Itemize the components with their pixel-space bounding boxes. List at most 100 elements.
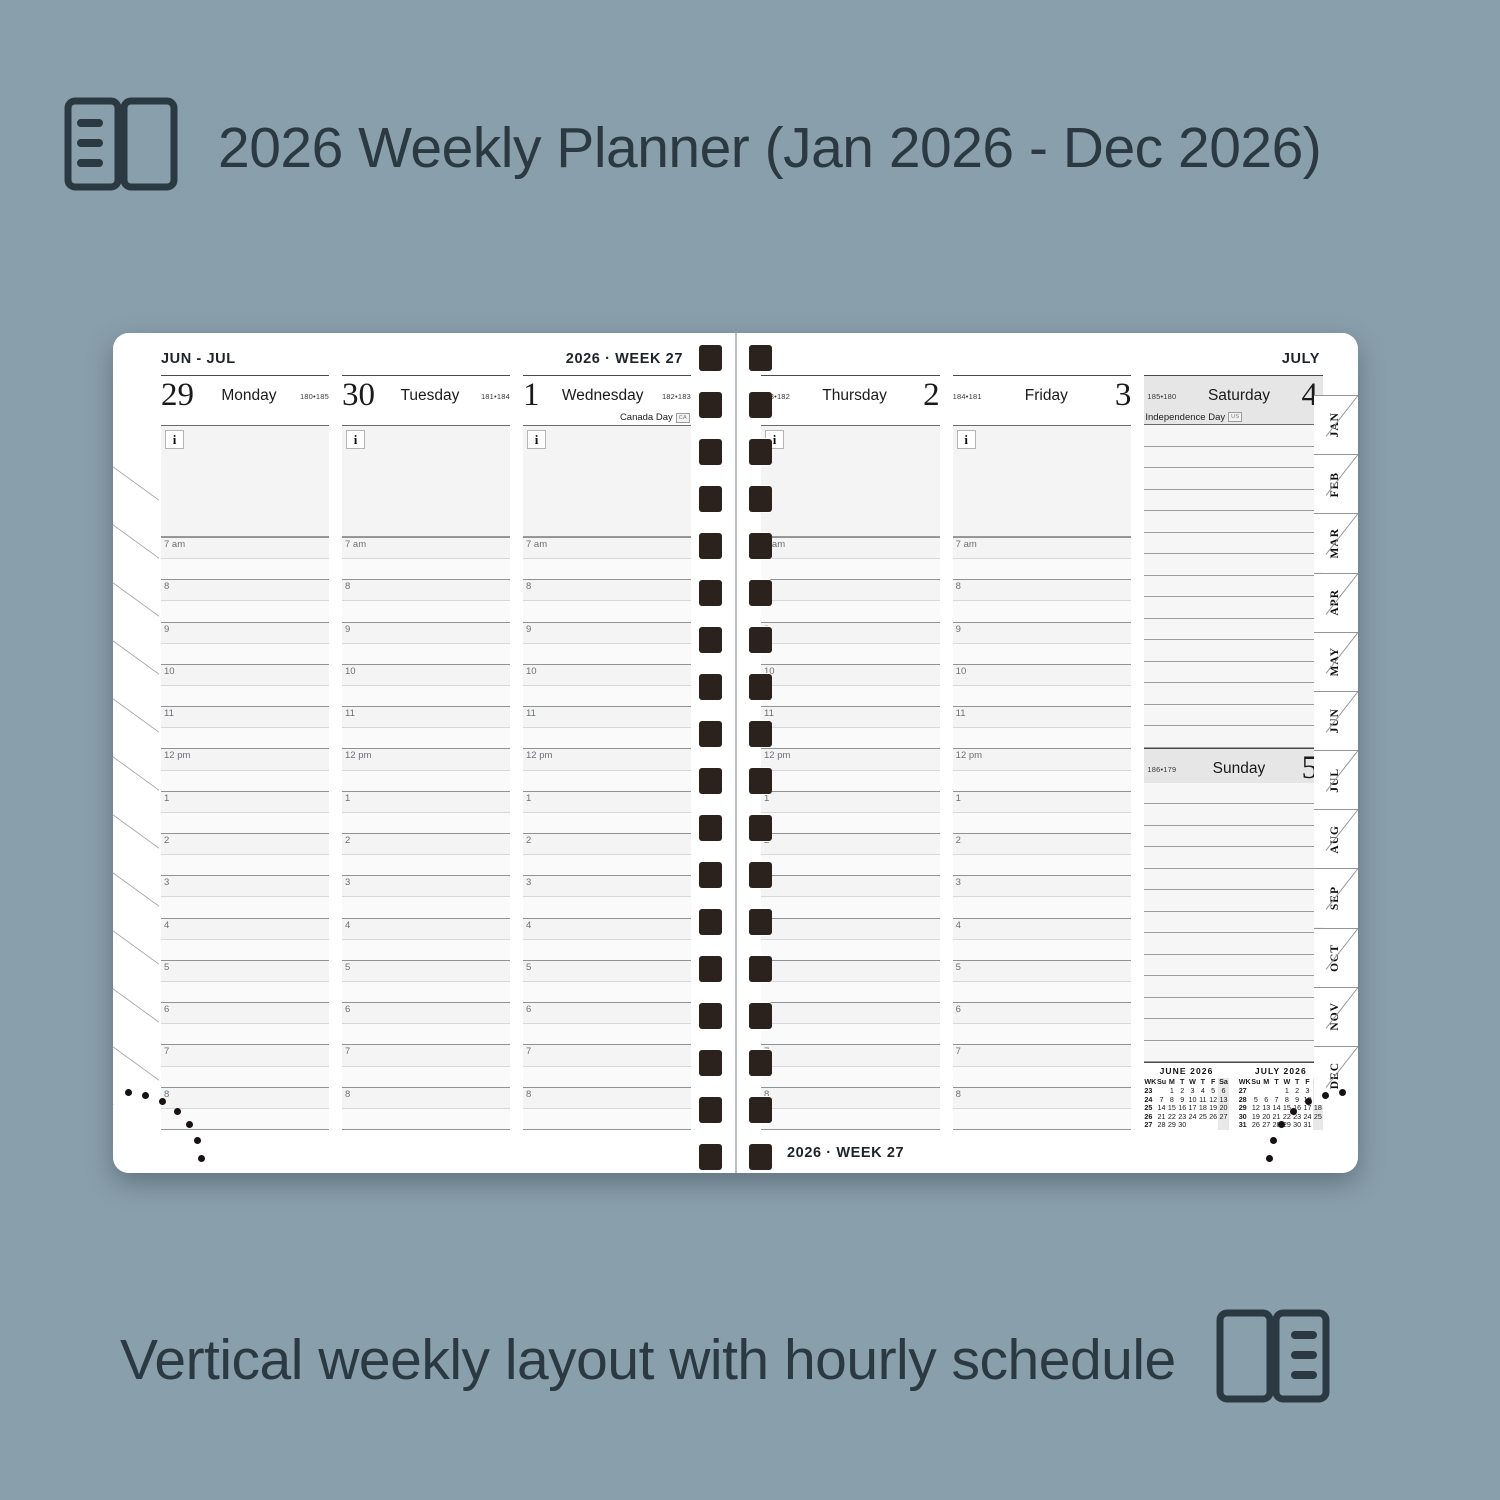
hour-row[interactable]: 4 xyxy=(761,917,940,939)
half-hour-row[interactable] xyxy=(952,558,1132,580)
hour-row[interactable]: 7 am xyxy=(342,537,510,559)
half-hour-row[interactable] xyxy=(161,1023,329,1045)
hour-row[interactable]: 3 xyxy=(342,875,510,897)
half-hour-row[interactable] xyxy=(952,1065,1132,1087)
all-day-notes-area[interactable]: i xyxy=(761,425,940,537)
hour-row[interactable]: 11 xyxy=(761,706,940,728)
hour-row[interactable]: 8 xyxy=(761,1086,940,1108)
half-hour-row[interactable] xyxy=(523,1065,691,1087)
half-hour-row[interactable] xyxy=(523,1023,691,1045)
note-line[interactable] xyxy=(1144,597,1324,619)
note-line[interactable] xyxy=(1144,933,1324,955)
hour-row[interactable]: 5 xyxy=(952,959,1132,981)
hour-row[interactable]: 5 xyxy=(161,959,329,981)
hour-row[interactable]: 4 xyxy=(342,917,510,939)
note-line[interactable] xyxy=(1144,704,1324,727)
half-hour-row[interactable] xyxy=(523,684,691,707)
half-hour-row[interactable] xyxy=(761,980,940,1003)
hour-row[interactable]: 10 xyxy=(161,663,329,685)
half-hour-row[interactable] xyxy=(761,1065,940,1087)
half-hour-row[interactable] xyxy=(523,1107,691,1129)
half-hour-row[interactable] xyxy=(161,980,329,1003)
hour-row[interactable]: 2 xyxy=(952,832,1132,855)
note-line[interactable] xyxy=(1144,997,1324,1020)
half-hour-row[interactable] xyxy=(342,854,510,876)
half-hour-row[interactable] xyxy=(952,938,1132,960)
hour-row[interactable]: 11 xyxy=(161,706,329,728)
half-hour-row[interactable] xyxy=(342,600,510,622)
hour-row[interactable]: 9 xyxy=(523,621,691,643)
hour-row[interactable]: 12 pm xyxy=(952,748,1132,770)
half-hour-row[interactable] xyxy=(523,980,691,1003)
note-line[interactable] xyxy=(1144,554,1324,576)
half-hour-row[interactable] xyxy=(952,811,1132,833)
hour-row[interactable]: 8 xyxy=(161,579,329,601)
hour-row[interactable]: 9 xyxy=(161,621,329,643)
half-hour-row[interactable] xyxy=(523,600,691,622)
half-hour-row[interactable] xyxy=(761,769,940,791)
half-hour-row[interactable] xyxy=(761,1023,940,1045)
hour-row[interactable]: 7 xyxy=(952,1044,1132,1066)
note-line[interactable] xyxy=(1144,425,1324,447)
hour-row[interactable]: 7 xyxy=(161,1044,329,1066)
half-hour-row[interactable] xyxy=(161,811,329,833)
hour-row[interactable]: 5 xyxy=(523,959,691,981)
note-line[interactable] xyxy=(1144,446,1324,469)
note-line[interactable] xyxy=(1144,618,1324,641)
note-line[interactable] xyxy=(1144,726,1324,748)
hour-row[interactable]: 8 xyxy=(952,579,1132,601)
hour-row[interactable]: 6 xyxy=(761,1002,940,1024)
half-hour-row[interactable] xyxy=(161,938,329,960)
hour-row[interactable]: 12 pm xyxy=(523,748,691,770)
hour-row[interactable]: 4 xyxy=(952,917,1132,939)
hour-row[interactable]: 10 xyxy=(952,663,1132,685)
half-hour-row[interactable] xyxy=(523,727,691,749)
half-hour-row[interactable] xyxy=(952,1107,1132,1129)
half-hour-row[interactable] xyxy=(161,600,329,622)
half-hour-row[interactable] xyxy=(342,642,510,664)
hour-row[interactable]: 7 xyxy=(761,1044,940,1066)
half-hour-row[interactable] xyxy=(952,1023,1132,1045)
hour-row[interactable]: 8 xyxy=(161,1086,329,1108)
half-hour-row[interactable] xyxy=(342,938,510,960)
half-hour-row[interactable] xyxy=(523,938,691,960)
half-hour-row[interactable] xyxy=(161,769,329,791)
hour-row[interactable]: 7 am xyxy=(761,537,940,559)
hour-row[interactable]: 8 xyxy=(342,1086,510,1108)
hour-row[interactable]: 5 xyxy=(761,959,940,981)
note-line[interactable] xyxy=(1144,782,1324,805)
hour-row[interactable]: 1 xyxy=(342,790,510,812)
half-hour-row[interactable] xyxy=(523,854,691,876)
all-day-notes-area[interactable]: i xyxy=(342,425,510,537)
month-tab-index[interactable]: JANFEBMARAPRMAYJUNJULAUGSEPOCTNOVDEC xyxy=(1314,395,1358,1105)
hour-row[interactable]: 6 xyxy=(161,1002,329,1024)
hour-row[interactable]: 9 xyxy=(952,621,1132,643)
half-hour-row[interactable] xyxy=(761,727,940,749)
hour-row[interactable]: 4 xyxy=(523,917,691,939)
half-hour-row[interactable] xyxy=(342,727,510,749)
hour-row[interactable]: 6 xyxy=(523,1002,691,1024)
hour-row[interactable]: 7 am xyxy=(523,537,691,559)
info-badge-icon[interactable]: i xyxy=(165,430,184,449)
hour-row[interactable]: 12 pm xyxy=(761,748,940,770)
hour-row[interactable]: 11 xyxy=(523,706,691,728)
half-hour-row[interactable] xyxy=(161,1107,329,1129)
hour-row[interactable]: 3 xyxy=(523,875,691,897)
note-line[interactable] xyxy=(1144,661,1324,684)
note-line[interactable] xyxy=(1144,868,1324,891)
half-hour-row[interactable] xyxy=(342,980,510,1003)
half-hour-row[interactable] xyxy=(161,642,329,664)
note-line[interactable] xyxy=(1144,847,1324,869)
half-hour-row[interactable] xyxy=(761,684,940,707)
half-hour-row[interactable] xyxy=(952,684,1132,707)
half-hour-row[interactable] xyxy=(342,1107,510,1129)
half-hour-row[interactable] xyxy=(342,896,510,918)
half-hour-row[interactable] xyxy=(161,1065,329,1087)
note-line[interactable] xyxy=(1144,976,1324,998)
note-line[interactable] xyxy=(1144,532,1324,555)
hour-row[interactable]: 10 xyxy=(761,663,940,685)
half-hour-row[interactable] xyxy=(161,896,329,918)
hour-row[interactable]: 1 xyxy=(161,790,329,812)
note-line[interactable] xyxy=(1144,640,1324,662)
half-hour-row[interactable] xyxy=(161,727,329,749)
